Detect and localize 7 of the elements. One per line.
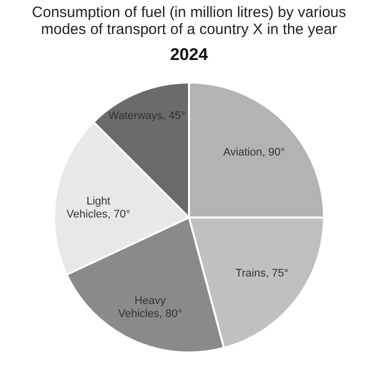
- slice-label: Waterways, 45°: [108, 110, 186, 122]
- slice-label: Light Vehicles, 70°: [66, 196, 130, 221]
- slice-label: Heavy Vehicles, 80°: [118, 294, 182, 320]
- chart-subtitle: 2024: [170, 45, 208, 64]
- slice-label: Trains, 75°: [236, 268, 288, 280]
- chart-title: Consumption of fuel (in million litres) by various modes of transport of a country X in the year: [32, 4, 346, 38]
- slice-label: Aviation, 90°: [223, 146, 285, 158]
